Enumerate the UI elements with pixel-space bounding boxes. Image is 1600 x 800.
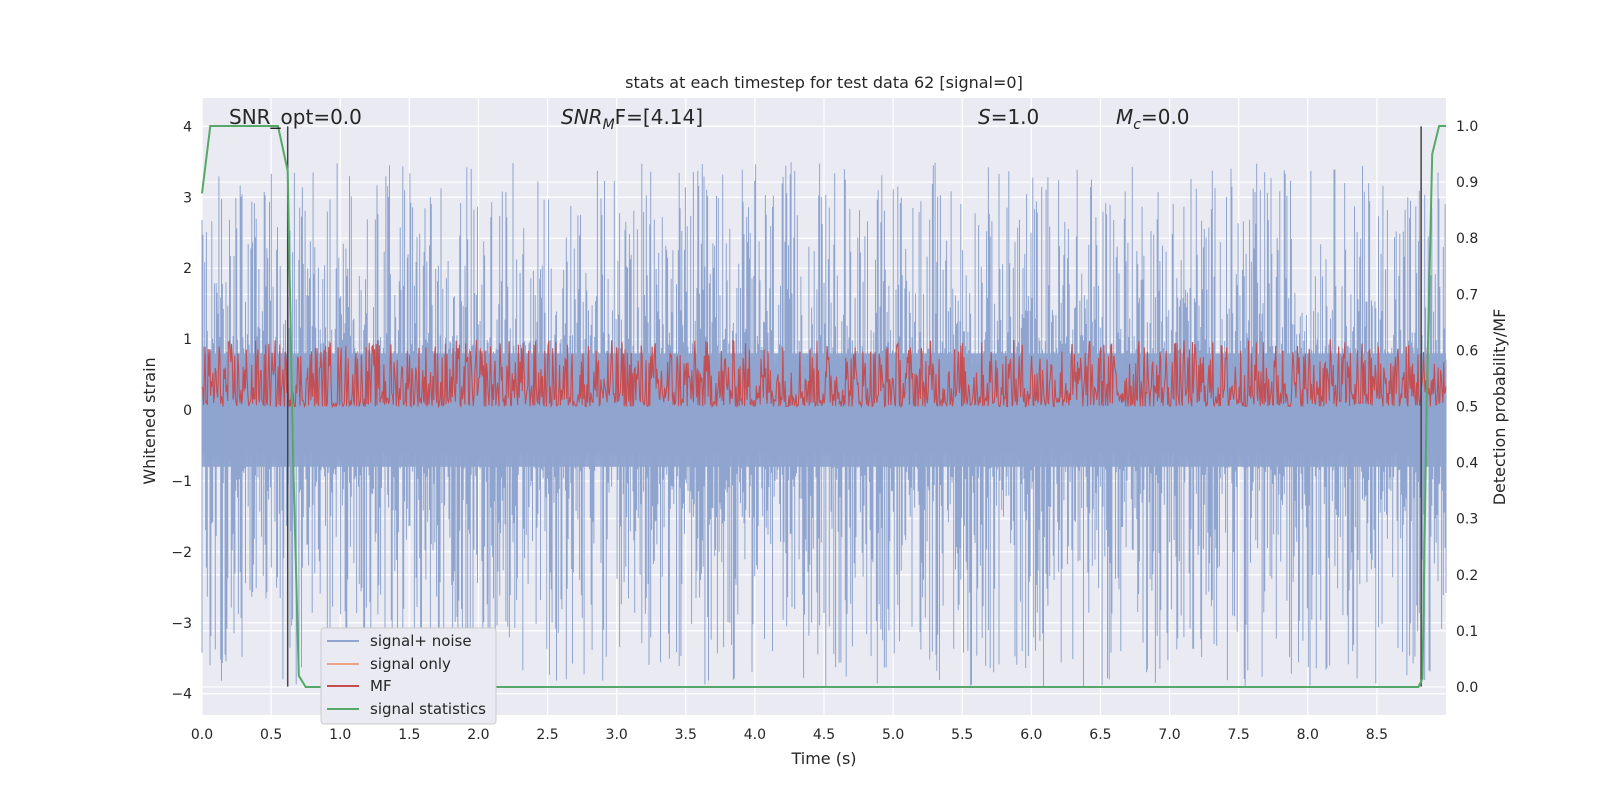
x-tick-13: 6.5 [1089,727,1111,743]
mf-trace [201,339,1447,409]
legend: signal+ noise signal only MF signal stat… [320,627,497,725]
x-tick-labels: 0.0 0.5 1.0 1.5 2.0 2.5 3.0 3.5 4.0 4.5 5.0 5.5 6.0 6… [191,727,1388,743]
y-right-tick-8: 0.2 [1456,568,1478,584]
y-right-tick-6: 0.4 [1456,456,1478,472]
x-tick-11: 5.5 [951,727,973,743]
y-left-tick-2: 2 [183,261,192,277]
snr-mf-rest: F=[4.14] [615,105,703,129]
x-tick-5: 2.5 [536,727,558,743]
y-axis-label-right: Detection probability/MF [1490,309,1509,506]
x-axis-label: Time (s) [790,749,856,768]
x-tick-6: 3.0 [606,727,628,743]
y-left-tick-1: 3 [183,190,192,206]
s-value: =1.0 [991,105,1040,129]
y-right-tick-0: 1.0 [1456,119,1478,135]
legend-label-signal-noise: signal+ noise [370,632,472,650]
annotation-snr-opt: SNR_opt=0.0 [229,105,362,129]
y-left-tick-3: 1 [183,332,192,348]
y-left-tick-6: −2 [171,545,192,561]
s-label: S [978,105,991,129]
x-tick-0: 0.0 [191,727,213,743]
y-left-tick-0: 4 [183,119,192,135]
annotation-mc: Mc=0.0 [1116,105,1190,133]
annotation-s: S=1.0 [978,105,1039,129]
y-right-tick-5: 0.5 [1456,400,1478,416]
legend-label-mf: MF [370,677,392,695]
x-tick-15: 7.5 [1228,727,1250,743]
x-tick-3: 1.5 [398,727,420,743]
y-right-tick-labels: 1.0 0.9 0.8 0.7 0.6 0.5 0.4 0.3 0.2 0.1 0.0 [1456,119,1478,696]
x-tick-1: 0.5 [260,727,282,743]
annotation-snr-mf: SNRMF=[4.14] [561,105,703,133]
y-right-tick-2: 0.8 [1456,231,1478,247]
x-tick-14: 7.0 [1158,727,1180,743]
legend-label-signal-statistics: signal statistics [370,700,486,718]
x-tick-12: 6.0 [1020,727,1042,743]
y-left-tick-labels: 4 3 2 1 0 −1 −2 −3 −4 [171,119,192,702]
y-right-tick-4: 0.6 [1456,343,1478,359]
y-right-tick-3: 0.7 [1456,287,1478,303]
y-right-tick-9: 0.1 [1456,624,1478,640]
x-tick-16: 8.0 [1297,727,1319,743]
y-left-tick-4: 0 [183,403,192,419]
legend-box [320,627,497,725]
mc-label: M [1116,105,1133,129]
x-tick-9: 4.5 [813,727,835,743]
y-left-tick-8: −4 [171,687,192,703]
series-mf [201,339,1447,409]
x-tick-4: 2.0 [467,727,489,743]
x-tick-2: 1.0 [329,727,351,743]
y-left-tick-7: −3 [171,616,192,632]
y-right-tick-1: 0.9 [1456,175,1478,191]
y-right-tick-10: 0.0 [1456,680,1478,696]
y-right-tick-7: 0.3 [1456,512,1478,528]
snr-mf-sub: M [603,117,615,133]
x-tick-8: 4.0 [744,727,766,743]
chart-title: stats at each timestep for test data 62 … [625,73,1023,92]
legend-label-signal-only: signal only [370,655,451,673]
x-tick-10: 5.0 [882,727,904,743]
x-tick-7: 3.5 [675,727,697,743]
x-tick-17: 8.5 [1366,727,1388,743]
snr-mf-base: SNR [561,105,603,129]
y-left-tick-5: −1 [171,474,192,490]
mc-sub: c [1133,117,1141,133]
y-axis-label-left: Whitened strain [140,357,159,484]
mc-value: =0.0 [1141,105,1190,129]
